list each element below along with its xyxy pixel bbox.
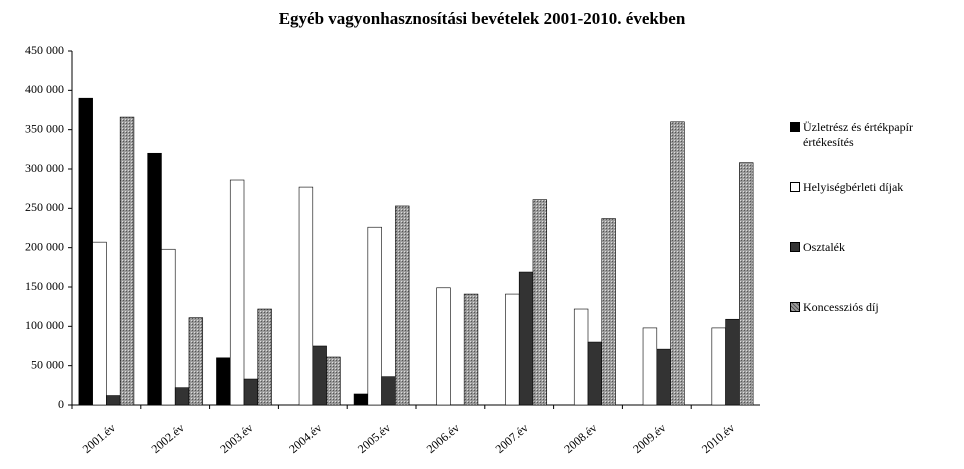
bar (463, 293, 479, 406)
y-tick-label: 100 000 (25, 318, 64, 332)
bar (573, 308, 589, 406)
legend-label: Osztalék (803, 240, 845, 254)
y-tick-label: 350 000 (25, 121, 64, 135)
bar (711, 327, 726, 406)
bar (739, 162, 754, 406)
x-tick-label: 2009.év (630, 421, 668, 456)
bar (78, 97, 93, 406)
y-tick-label: 150 000 (25, 279, 64, 293)
bar (642, 327, 658, 406)
legend-swatch (790, 182, 800, 192)
bar (326, 356, 341, 406)
legend-item: Koncessziós díj (790, 300, 960, 315)
bar (174, 387, 190, 406)
x-tick-label: 2008.év (561, 421, 599, 456)
legend-label: Helyiségbérleti díjak (803, 180, 904, 194)
bar (119, 116, 135, 406)
bar (601, 218, 616, 406)
x-tick-label: 2006.év (424, 421, 462, 456)
bar (656, 348, 671, 406)
x-tick-label: 2003.év (217, 421, 255, 456)
y-tick-label: 0 (58, 397, 64, 411)
x-tick-label: 2010.év (699, 421, 737, 456)
x-tick-label: 2005.év (355, 421, 393, 456)
bar (381, 376, 396, 406)
bar (298, 186, 314, 406)
bar (395, 205, 410, 406)
legend-swatch (790, 302, 800, 312)
y-tick-label: 50 000 (31, 357, 64, 371)
bar (216, 357, 231, 406)
y-tick-label: 300 000 (25, 161, 64, 175)
legend-label: Üzletrész és értékpapír értékesítés (803, 120, 913, 149)
legend-item: Üzletrész és értékpapír értékesítés (790, 120, 960, 150)
bar (92, 241, 107, 406)
legend-swatch (790, 122, 800, 132)
y-tick-label: 450 000 (25, 43, 64, 57)
bar (725, 318, 740, 406)
bar (436, 287, 451, 406)
y-tick-label: 400 000 (25, 82, 64, 96)
bar (670, 121, 685, 406)
bar (147, 152, 162, 406)
bar (161, 248, 176, 406)
bar (587, 341, 603, 406)
x-tick-label: 2004.év (286, 421, 324, 456)
chart-title: Egyéb vagyonhasznosítási bevételek 2001-… (279, 9, 686, 28)
bar (188, 317, 204, 406)
bar (367, 226, 382, 406)
legend-item: Osztalék (790, 240, 960, 255)
x-tick-label: 2007.év (493, 421, 531, 456)
bar (505, 293, 520, 406)
y-tick-label: 250 000 (25, 200, 64, 214)
bar (243, 378, 259, 406)
bar (229, 179, 245, 406)
x-tick-label: 2001.év (80, 421, 118, 456)
x-tick-label: 2002.év (149, 421, 187, 456)
y-tick-label: 200 000 (25, 239, 64, 253)
bar (312, 345, 327, 406)
bar (106, 395, 121, 406)
bar (532, 199, 548, 406)
legend-item: Helyiségbérleti díjak (790, 180, 960, 195)
legend-swatch (790, 242, 800, 252)
bar (518, 271, 534, 406)
bar (257, 308, 272, 406)
bar (353, 393, 369, 406)
legend-label: Koncessziós díj (803, 300, 879, 314)
